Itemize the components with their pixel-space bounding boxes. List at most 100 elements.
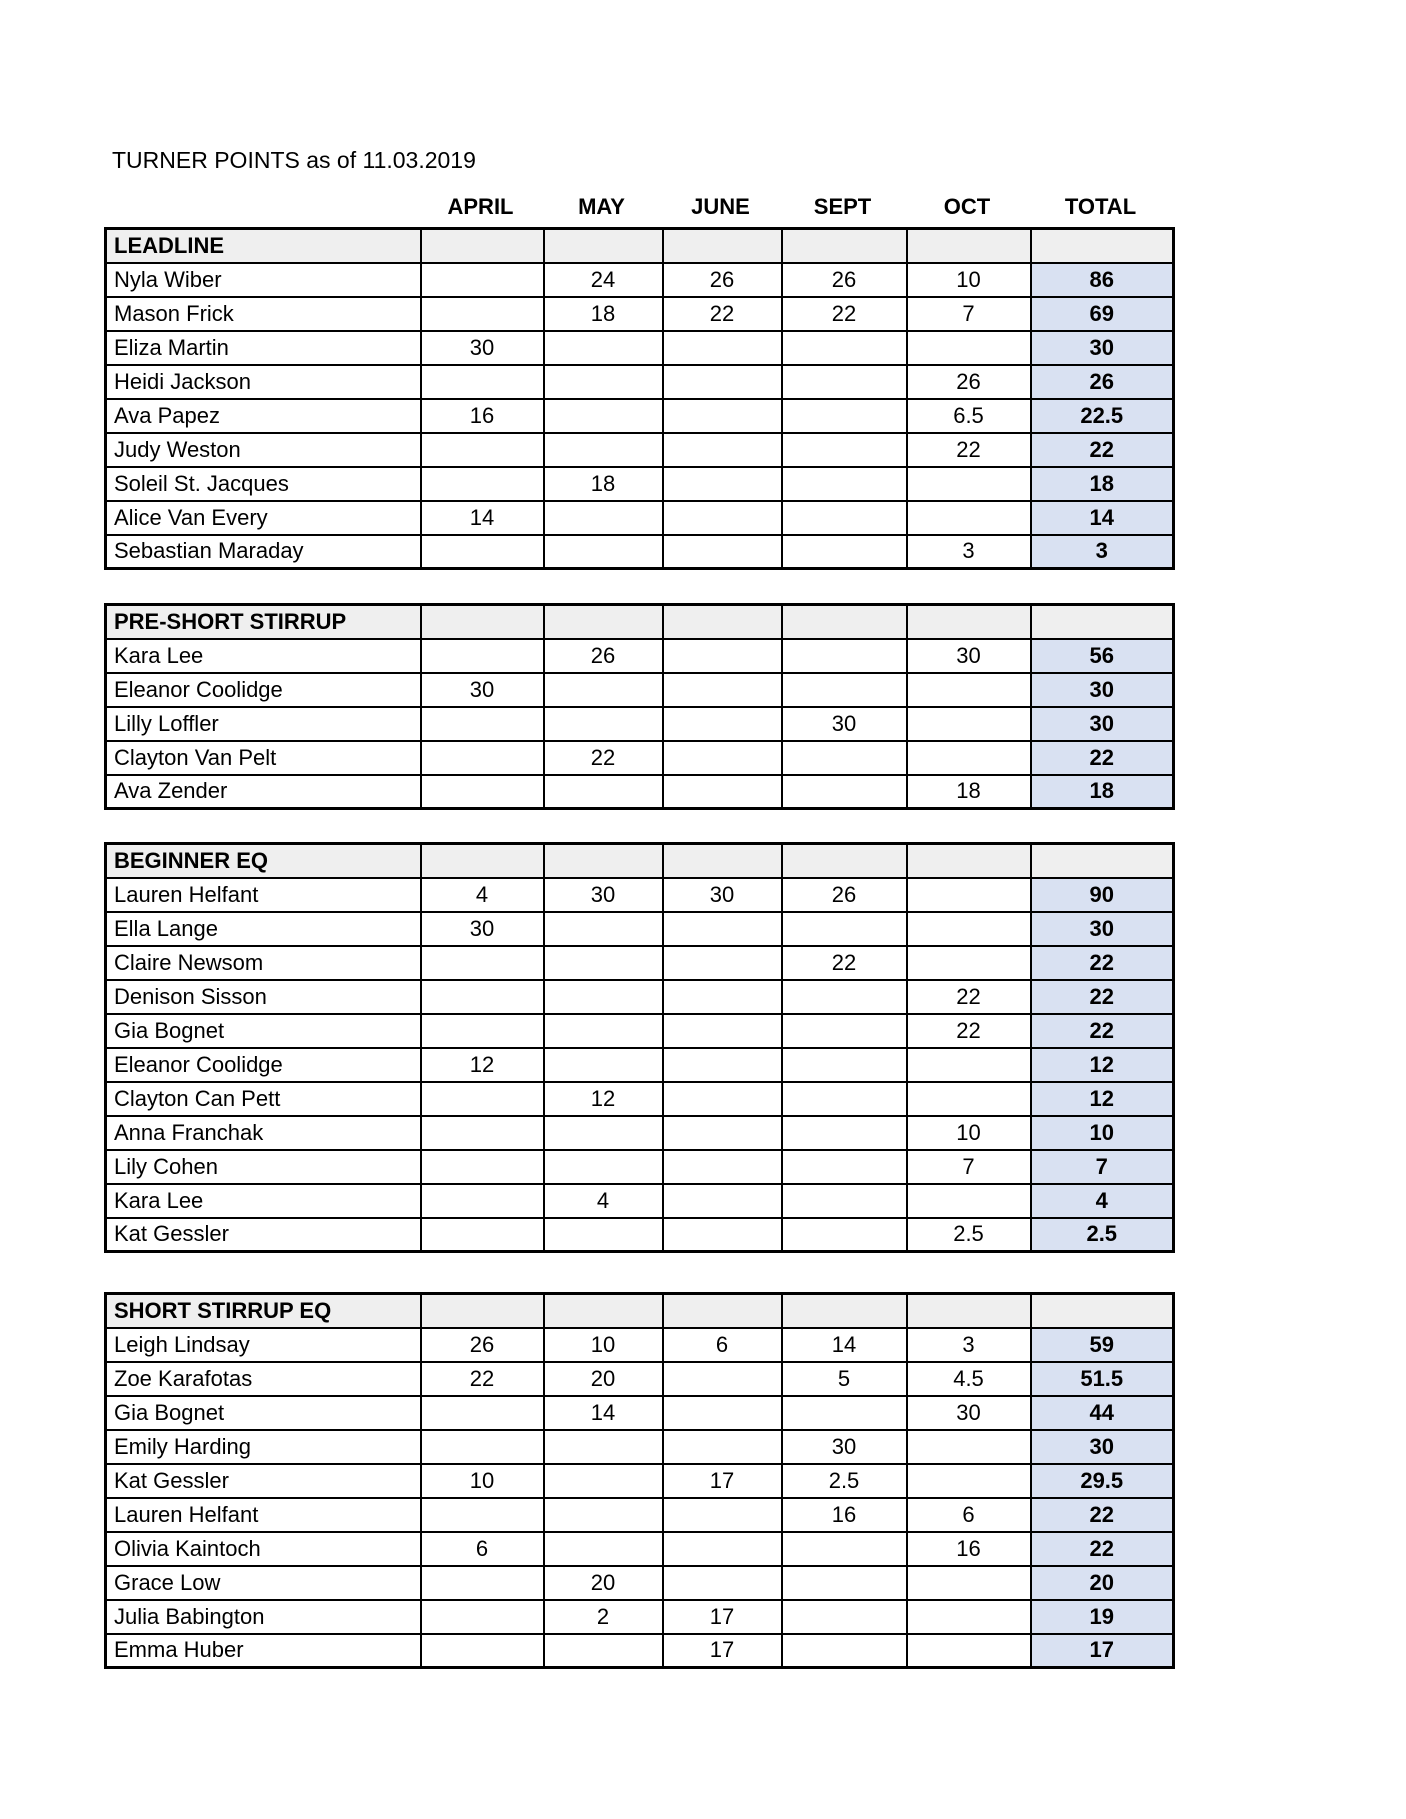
section-header-cell xyxy=(661,842,783,879)
points-cell: 22 xyxy=(780,944,908,981)
points-cell xyxy=(419,1182,545,1219)
rider-name: Zoe Karafotas xyxy=(104,1360,422,1397)
points-cell: 17 xyxy=(661,1632,783,1669)
table-row: Sebastian Maraday 3 3 xyxy=(104,533,1175,570)
points-cell: 20 xyxy=(542,1360,664,1397)
points-cell: 6 xyxy=(419,1530,545,1567)
points-cell xyxy=(661,1046,783,1083)
points-cell xyxy=(661,978,783,1015)
column-header-sept: SEPT xyxy=(813,194,872,219)
section-header-cell xyxy=(905,227,1032,264)
points-cell xyxy=(905,465,1032,502)
points-cell: 26 xyxy=(780,876,908,913)
points-cell xyxy=(905,329,1032,366)
total-cell: 30 xyxy=(1029,705,1175,742)
rider-name: Anna Franchak xyxy=(104,1114,422,1151)
points-cell xyxy=(661,1148,783,1185)
rider-name: Nyla Wiber xyxy=(104,261,422,298)
table-row: Gia Bognet 22 22 xyxy=(104,1012,1175,1049)
points-cell: 6.5 xyxy=(905,397,1032,434)
section-header-cell xyxy=(780,227,908,264)
section-header-row: LEADLINE xyxy=(104,227,1175,264)
points-cell xyxy=(419,1216,545,1253)
total-cell: 10 xyxy=(1029,1114,1175,1151)
rider-name: Eleanor Coolidge xyxy=(104,1046,422,1083)
points-cell xyxy=(780,533,908,570)
column-header-total: TOTAL xyxy=(1064,194,1137,219)
rider-name: Kara Lee xyxy=(104,637,422,674)
points-cell xyxy=(419,1080,545,1117)
section-header-cell xyxy=(542,842,664,879)
table-row: Ella Lange 30 30 xyxy=(104,910,1175,947)
points-cell xyxy=(661,1496,783,1533)
section-table: LEADLINE Nyla Wiber 24 26 26 10 86 Mason Frick 1… xyxy=(104,227,1175,570)
total-cell: 22 xyxy=(1029,739,1175,776)
points-cell: 26 xyxy=(419,1326,545,1363)
section-header-cell xyxy=(419,1292,545,1329)
points-cell xyxy=(780,465,908,502)
points-cell xyxy=(780,397,908,434)
rider-name: Ava Papez xyxy=(104,397,422,434)
rider-name: Kara Lee xyxy=(104,1182,422,1219)
rider-name: Lilly Loffler xyxy=(104,705,422,742)
total-cell: 4 xyxy=(1029,1182,1175,1219)
table-row: Lauren Helfant 16 6 22 xyxy=(104,1496,1175,1533)
points-cell: 22 xyxy=(905,978,1032,1015)
points-cell xyxy=(905,705,1032,742)
points-cell: 2 xyxy=(542,1598,664,1635)
table-row: Mason Frick 18 22 22 7 69 xyxy=(104,295,1175,332)
points-cell xyxy=(542,1632,664,1669)
points-cell xyxy=(419,705,545,742)
total-cell: 29.5 xyxy=(1029,1462,1175,1499)
table-row: Claire Newsom 22 22 xyxy=(104,944,1175,981)
points-cell xyxy=(905,944,1032,981)
table-row: Olivia Kaintoch 6 16 22 xyxy=(104,1530,1175,1567)
points-cell xyxy=(419,1428,545,1465)
section-header-cell xyxy=(661,1292,783,1329)
points-cell xyxy=(419,431,545,468)
table-row: Anna Franchak 10 10 xyxy=(104,1114,1175,1151)
points-cell: 2.5 xyxy=(780,1462,908,1499)
section-header-cell xyxy=(780,603,908,640)
column-header-row: APRIL MAY JUNE SEPT OCT TOTAL xyxy=(104,192,1172,226)
rider-name: Lily Cohen xyxy=(104,1148,422,1185)
section-title: SHORT STIRRUP EQ xyxy=(104,1292,422,1329)
points-cell: 26 xyxy=(661,261,783,298)
points-cell: 30 xyxy=(419,910,545,947)
table-row: Clayton Can Pett 12 12 xyxy=(104,1080,1175,1117)
points-cell xyxy=(780,1632,908,1669)
points-cell xyxy=(661,363,783,400)
rider-name: Julia Babington xyxy=(104,1598,422,1635)
rider-name: Eleanor Coolidge xyxy=(104,671,422,708)
section-title: BEGINNER EQ xyxy=(104,842,422,879)
rider-name: Clayton Can Pett xyxy=(104,1080,422,1117)
points-cell: 17 xyxy=(661,1598,783,1635)
section-table: BEGINNER EQ Lauren Helfant 4 30 30 26 90 Ella L… xyxy=(104,842,1175,1253)
table-row: Judy Weston 22 22 xyxy=(104,431,1175,468)
section-header-cell xyxy=(1029,227,1175,264)
rider-name: Lauren Helfant xyxy=(104,876,422,913)
points-cell xyxy=(780,739,908,776)
total-cell: 30 xyxy=(1029,1428,1175,1465)
points-cell xyxy=(419,1598,545,1635)
points-cell xyxy=(542,1148,664,1185)
points-cell xyxy=(542,431,664,468)
points-cell xyxy=(780,1148,908,1185)
points-cell xyxy=(661,465,783,502)
section-header-cell xyxy=(1029,1292,1175,1329)
points-cell xyxy=(542,773,664,810)
points-cell xyxy=(905,739,1032,776)
rider-name: Mason Frick xyxy=(104,295,422,332)
table-row: Grace Low 20 20 xyxy=(104,1564,1175,1601)
points-cell: 16 xyxy=(780,1496,908,1533)
points-cell xyxy=(542,671,664,708)
section-header-cell xyxy=(542,603,664,640)
points-cell: 12 xyxy=(419,1046,545,1083)
points-cell xyxy=(661,739,783,776)
rider-name: Lauren Helfant xyxy=(104,1496,422,1533)
points-cell xyxy=(905,1080,1032,1117)
points-cell xyxy=(661,1182,783,1219)
points-cell xyxy=(542,397,664,434)
points-cell: 4 xyxy=(419,876,545,913)
points-cell xyxy=(419,978,545,1015)
